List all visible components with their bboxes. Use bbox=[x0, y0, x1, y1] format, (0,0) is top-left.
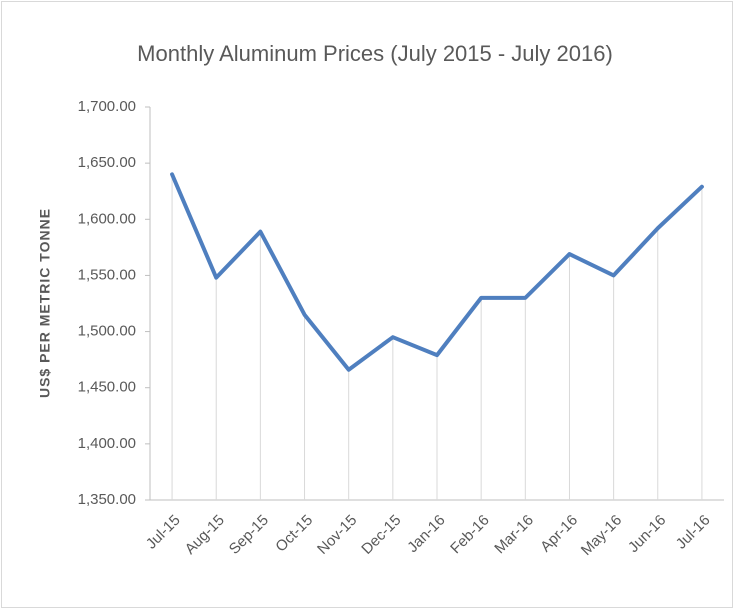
y-tick-label: 1,350.00 bbox=[78, 491, 136, 508]
y-tick-label: 1,700.00 bbox=[78, 98, 136, 115]
chart-title: Monthly Aluminum Prices (July 2015 - Jul… bbox=[137, 41, 613, 66]
y-tick-label: 1,450.00 bbox=[78, 379, 136, 396]
y-tick-label: 1,400.00 bbox=[78, 435, 136, 452]
y-tick-label: 1,600.00 bbox=[78, 210, 136, 227]
y-tick-label: 1,650.00 bbox=[78, 154, 136, 171]
series-line bbox=[170, 172, 704, 372]
y-axis-label: US$ PER METRIC TONNE bbox=[37, 208, 53, 398]
y-tick-label: 1,550.00 bbox=[78, 266, 136, 283]
y-tick-label: 1,500.00 bbox=[78, 323, 136, 340]
